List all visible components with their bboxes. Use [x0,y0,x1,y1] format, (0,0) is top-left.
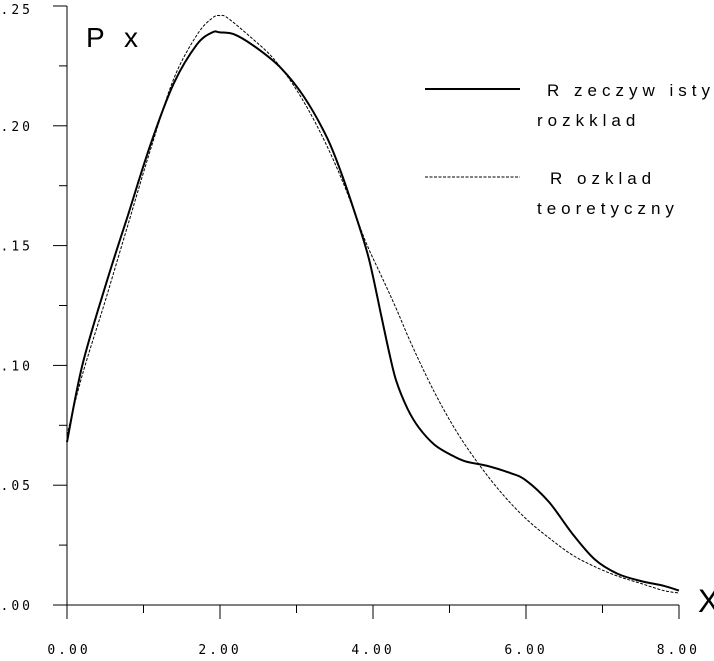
ticks [53,5,680,619]
x-axis-title: X [698,583,714,619]
x-tick-label: 8.00 [657,643,700,658]
y-tick-label: 0.10 [0,359,33,374]
series-line-rozklad-teoretyczny [66,14,680,594]
y-tick-label: .0.00 [0,599,33,614]
legend-label: teoretyczny [537,199,679,218]
x-tick-label: 4.00 [351,643,394,658]
y-axis-title: P x [86,22,144,53]
tick-labels: 0.00 2.00 4.00 6.00 8.00 .0.00 0.05 0.10 0.15 0.2… [0,3,700,658]
x-tick-label: 0.00 [47,643,90,658]
legend-label: R ozklad [550,169,656,188]
x-tick-label: 2.00 [198,643,241,658]
series [66,14,680,594]
y-tick-label: 0.05 [0,479,33,494]
legend-label: R zeczyw isty [547,81,714,100]
y-tick-label: 0.25 [0,3,33,18]
legend-label: rozkklad [537,111,640,130]
x-tick-label: 6.00 [504,643,547,658]
y-tick-label: 0.15 [0,240,33,255]
series-line-rzeczywisty-rozkklad [66,30,680,592]
y-tick-label: 0.20 [0,120,33,135]
legend: R zeczyw isty rozkklad R ozklad teoretyczny [425,81,714,218]
